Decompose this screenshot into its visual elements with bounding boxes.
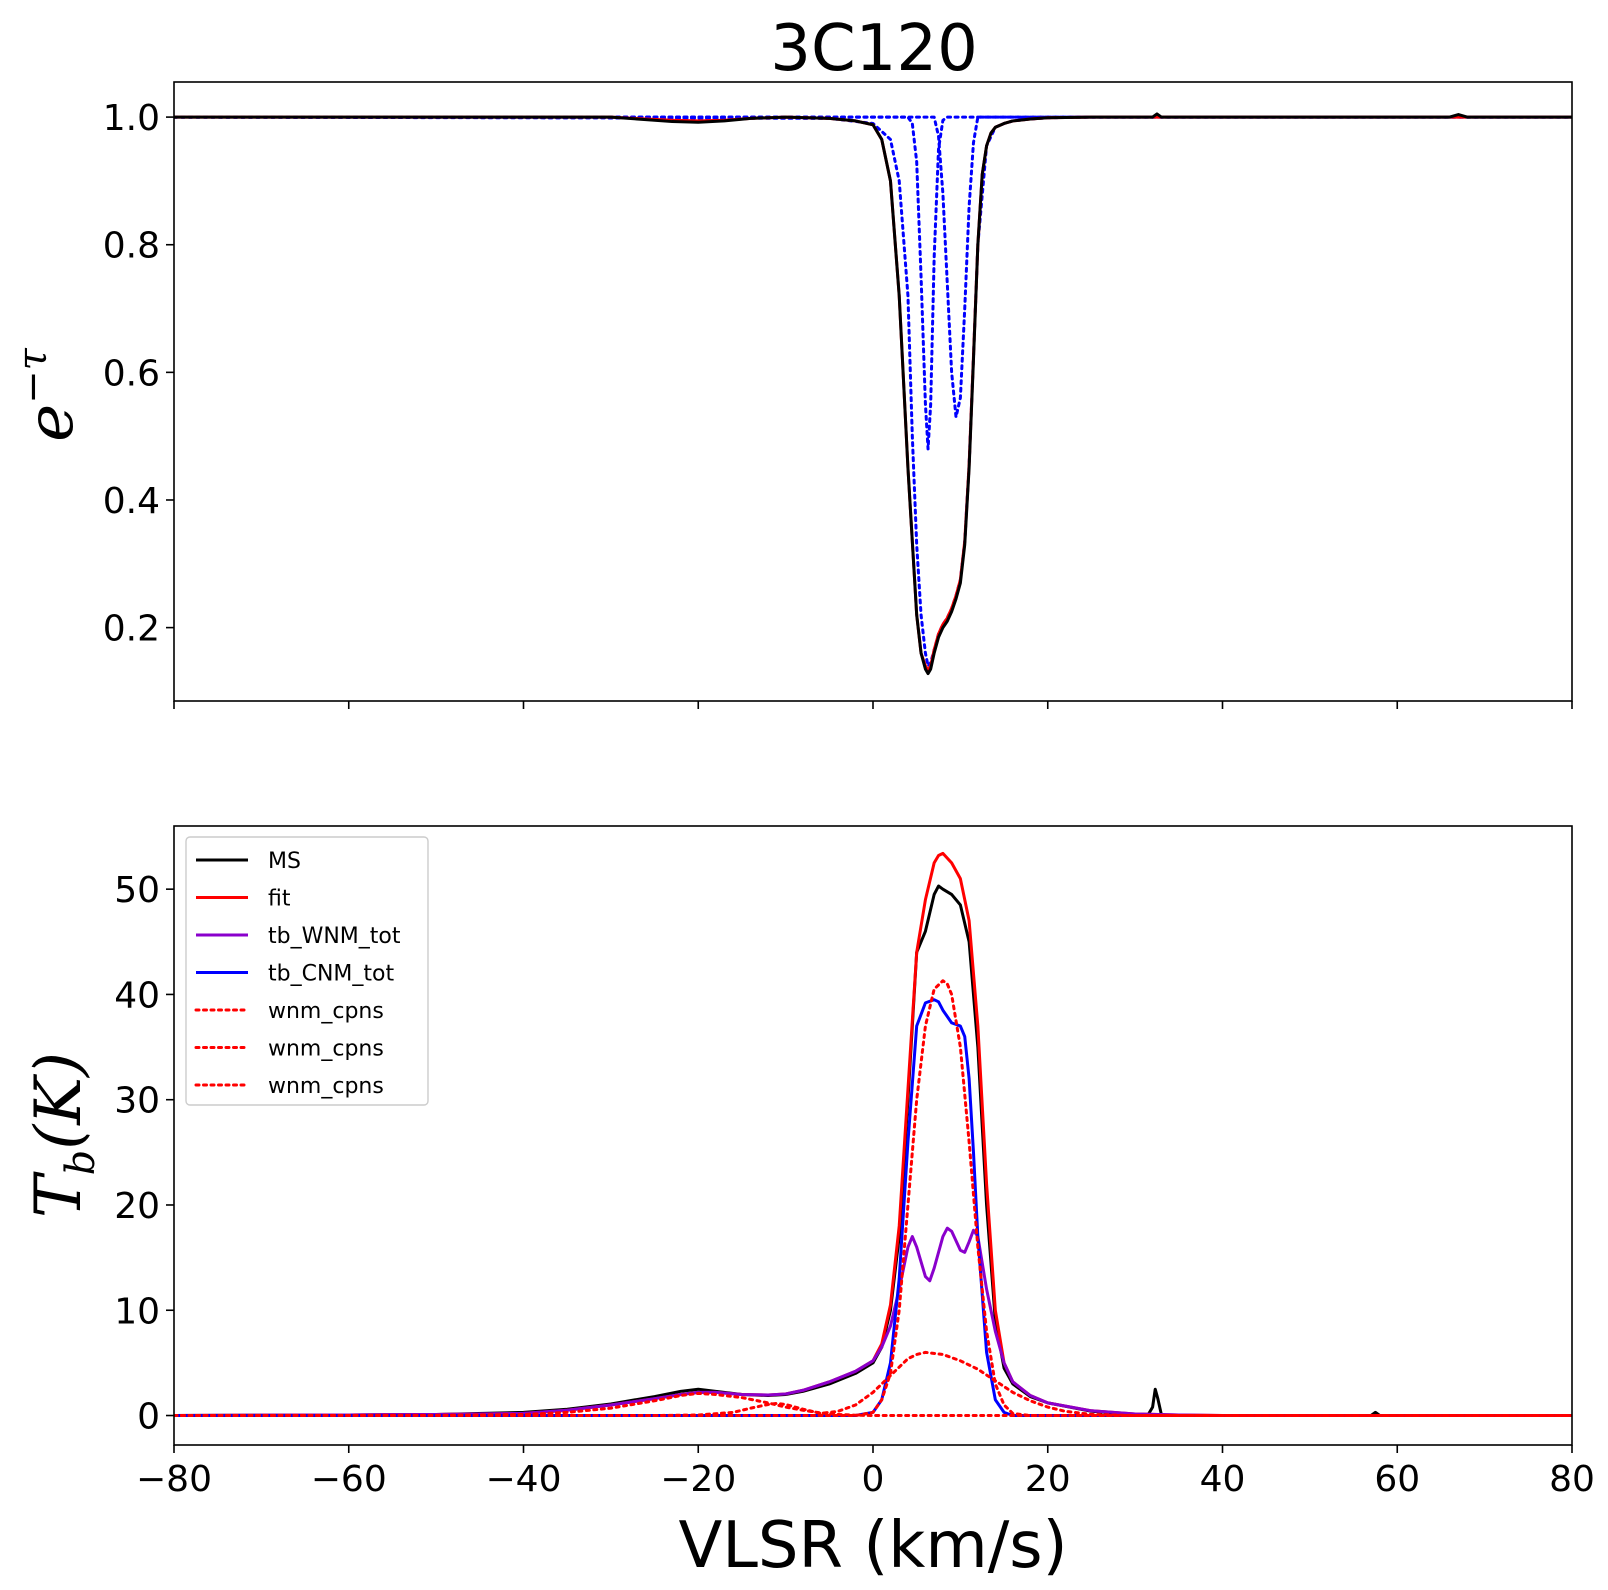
- legend: MS fit tb_WNM_tot tb_CNM_tot wnm_cpns wnm_cpn…: [185, 836, 429, 1106]
- brightness-temperature-panel: −80 −60 −40 −20 0 20 40 60 80 0 10 20 30 40 50 Tb(K) V…: [22, 825, 1595, 1583]
- legend-label-3: tb_CNM_tot: [268, 962, 394, 987]
- xtick-label-bottom-5: 20: [1025, 1459, 1071, 1500]
- legend-label-1: fit: [268, 887, 291, 912]
- ylabel-top: e−τ: [10, 347, 88, 441]
- ytick-label-bottom-2: 20: [114, 1186, 160, 1227]
- series-line-bottom-5: [174, 1350, 1572, 1418]
- xtick-label-bottom-3: −20: [660, 1459, 736, 1500]
- ticks-top: 0.2 0.4 0.6 0.8 1.0: [103, 98, 1573, 709]
- ticks-bottom: −80 −60 −40 −20 0 20 40 60 80 0 10 20 30 40 50: [114, 870, 1595, 1500]
- series-line-bottom-6: [174, 979, 1572, 1418]
- series-line-top-0: [174, 112, 1572, 676]
- series-line-bottom-0: [174, 884, 1572, 1418]
- ytick-label-top-0: 0.2: [103, 609, 160, 650]
- series-line-top-4: [174, 115, 1572, 419]
- legend-label-0: MS: [268, 849, 301, 874]
- ytick-label-top-1: 0.4: [103, 481, 160, 522]
- xtick-label-bottom-0: −80: [136, 1459, 212, 1500]
- xtick-label-bottom-4: 0: [862, 1459, 885, 1500]
- ylabel-top-base: e: [14, 404, 88, 442]
- ytick-label-top-3: 0.8: [103, 226, 160, 267]
- series-line-bottom-2: [174, 1226, 1572, 1418]
- series-line-bottom-3: [174, 998, 1572, 1418]
- ytick-label-bottom-5: 50: [114, 870, 160, 911]
- ylabel-top-superscript: −τ: [10, 347, 56, 404]
- legend-items: MS fit tb_WNM_tot tb_CNM_tot wnm_cpns wnm_cpn…: [194, 849, 401, 1099]
- ytick-label-bottom-3: 30: [114, 1081, 160, 1122]
- series-group-top: [174, 112, 1572, 676]
- xtick-label-bottom-7: 60: [1374, 1459, 1420, 1500]
- legend-label-6: wnm_cpns: [268, 1074, 384, 1099]
- ytick-label-bottom-1: 10: [114, 1291, 160, 1332]
- legend-label-4: wnm_cpns: [268, 999, 384, 1024]
- plot-area-top: [174, 82, 1572, 701]
- optical-depth-panel: 0.2 0.4 0.6 0.8 1.0 e−τ: [10, 81, 1573, 709]
- ylabel-bottom-unit: (K): [22, 1052, 96, 1150]
- legend-label-2: tb_WNM_tot: [268, 924, 401, 949]
- ytick-label-top-4: 1.0: [103, 98, 160, 139]
- ylabel-bottom-subscript: b: [58, 1150, 104, 1176]
- xlabel-bottom: VLSR (km/s): [678, 1509, 1067, 1583]
- chart-title: 3C120: [770, 12, 978, 86]
- xtick-label-bottom-6: 40: [1200, 1459, 1246, 1500]
- ytick-label-bottom-0: 0: [137, 1397, 160, 1438]
- series-group-bottom: [174, 851, 1572, 1418]
- xtick-label-bottom-8: 80: [1549, 1459, 1595, 1500]
- xtick-label-bottom-2: −40: [486, 1459, 562, 1500]
- series-line-top-3: [174, 115, 1572, 451]
- ytick-label-top-2: 0.6: [103, 353, 160, 394]
- xtick-label-bottom-1: −60: [311, 1459, 387, 1500]
- legend-label-5: wnm_cpns: [268, 1037, 384, 1062]
- ylabel-bottom: Tb(K): [22, 1052, 104, 1218]
- ytick-label-bottom-4: 40: [114, 975, 160, 1016]
- ylabel-bottom-base: T: [22, 1171, 96, 1218]
- legend-box: [185, 836, 429, 1106]
